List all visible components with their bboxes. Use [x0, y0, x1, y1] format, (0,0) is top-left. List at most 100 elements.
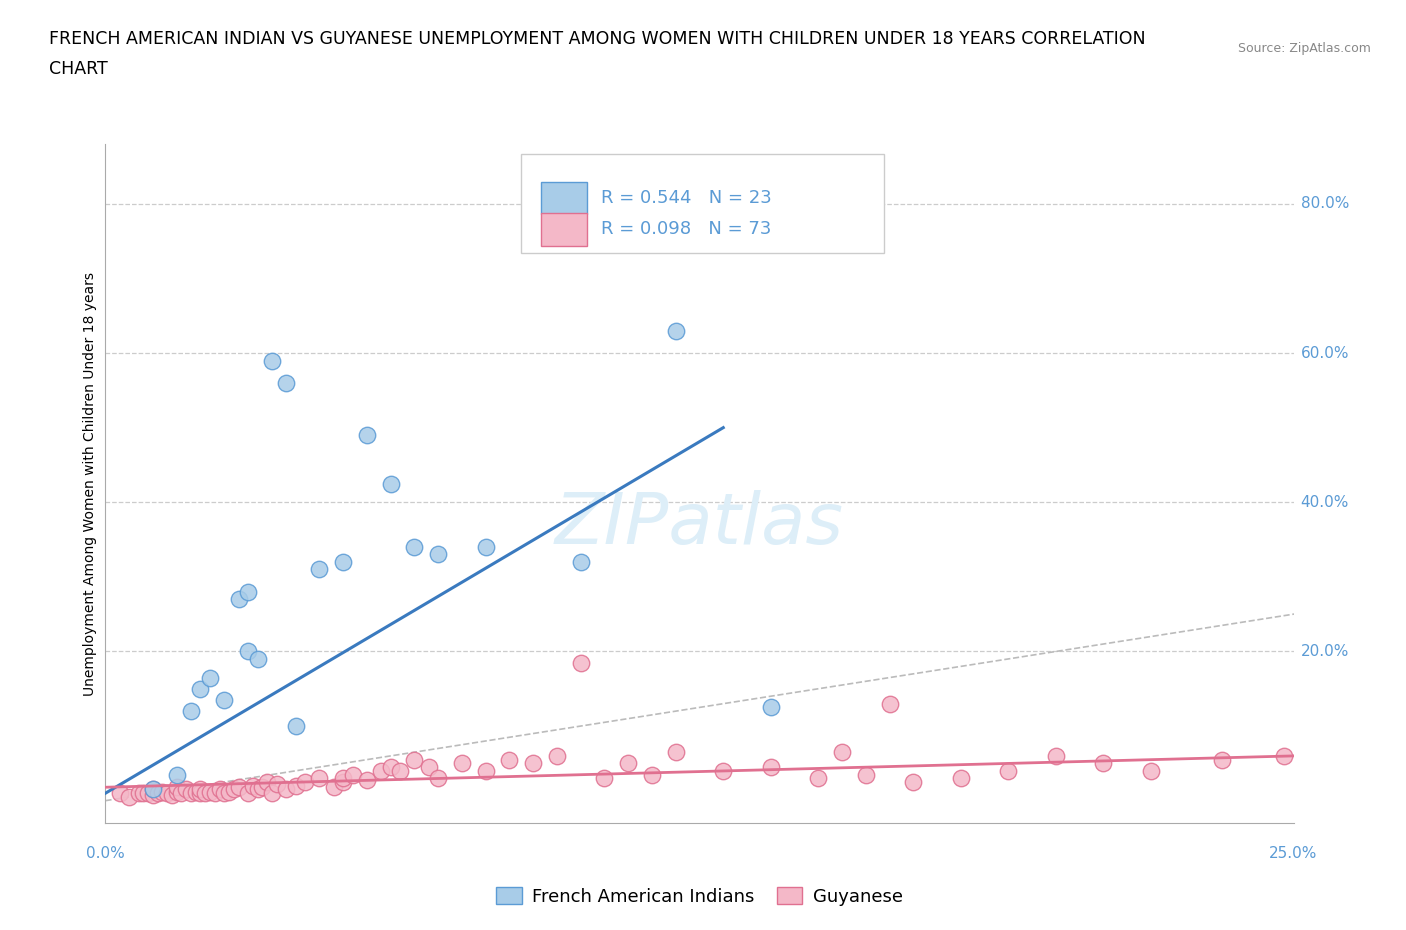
Point: [214, 693, 236, 708]
Point: [214, 786, 236, 801]
Point: [807, 771, 830, 786]
Point: [427, 547, 450, 562]
Point: [332, 771, 354, 786]
Point: [759, 760, 782, 775]
Legend: French American Indians, Guyanese: French American Indians, Guyanese: [489, 880, 910, 913]
Point: [284, 778, 307, 793]
Point: [380, 476, 402, 491]
Text: CHART: CHART: [49, 60, 108, 78]
Point: [450, 756, 472, 771]
Point: [228, 591, 250, 606]
Point: [617, 756, 640, 771]
Point: [236, 644, 259, 658]
Point: [356, 428, 378, 443]
Point: [142, 788, 165, 803]
Point: [198, 671, 221, 685]
Point: [427, 771, 450, 786]
Text: 0.0%: 0.0%: [86, 846, 125, 861]
Point: [222, 782, 245, 797]
Point: [546, 749, 568, 764]
Point: [208, 782, 231, 797]
Point: [260, 786, 283, 801]
Point: [236, 786, 259, 801]
Point: [1092, 756, 1115, 771]
Point: [118, 790, 141, 804]
Point: [404, 539, 426, 554]
Point: [665, 324, 688, 339]
Point: [204, 786, 226, 801]
Point: [166, 779, 188, 794]
Point: [308, 771, 330, 786]
Point: [198, 784, 221, 799]
Point: [711, 764, 734, 778]
Point: [903, 775, 925, 790]
Point: [132, 786, 155, 801]
Point: [308, 562, 330, 577]
Point: [242, 778, 264, 793]
Point: [152, 784, 174, 799]
Point: [160, 788, 183, 803]
Text: FRENCH AMERICAN INDIAN VS GUYANESE UNEMPLOYMENT AMONG WOMEN WITH CHILDREN UNDER : FRENCH AMERICAN INDIAN VS GUYANESE UNEMP…: [49, 30, 1146, 47]
Point: [949, 771, 972, 786]
Point: [641, 767, 664, 782]
Point: [146, 786, 169, 801]
Point: [569, 656, 592, 671]
Text: R = 0.544   N = 23: R = 0.544 N = 23: [600, 189, 772, 207]
Point: [174, 782, 197, 797]
Point: [284, 719, 307, 734]
Point: [474, 539, 496, 554]
Point: [1140, 764, 1163, 778]
Text: 60.0%: 60.0%: [1301, 346, 1348, 361]
Point: [184, 784, 207, 799]
Point: [180, 704, 202, 719]
Point: [246, 652, 269, 667]
Point: [252, 779, 274, 794]
Point: [166, 784, 188, 799]
Text: 40.0%: 40.0%: [1301, 495, 1348, 510]
Point: [274, 376, 297, 391]
Point: [256, 775, 278, 790]
Text: 25.0%: 25.0%: [1270, 846, 1317, 861]
Point: [236, 584, 259, 599]
Point: [228, 779, 250, 794]
FancyBboxPatch shape: [541, 213, 586, 246]
Point: [322, 779, 344, 794]
Point: [136, 786, 159, 801]
Point: [218, 784, 240, 799]
Point: [418, 760, 440, 775]
Point: [294, 775, 316, 790]
Point: [498, 752, 520, 767]
Point: [180, 786, 202, 801]
Text: R = 0.098   N = 73: R = 0.098 N = 73: [600, 220, 772, 238]
FancyBboxPatch shape: [522, 154, 883, 253]
Text: ZIPatlas: ZIPatlas: [555, 490, 844, 559]
Point: [593, 771, 616, 786]
Point: [522, 756, 544, 771]
Point: [342, 767, 364, 782]
Point: [190, 786, 212, 801]
Point: [266, 777, 288, 791]
Point: [855, 767, 877, 782]
Point: [194, 786, 217, 801]
Point: [1272, 749, 1295, 764]
Point: [190, 782, 212, 797]
Point: [128, 786, 150, 801]
Point: [156, 786, 179, 801]
Point: [332, 775, 354, 790]
Point: [356, 772, 378, 787]
Point: [1211, 752, 1233, 767]
Point: [274, 782, 297, 797]
Text: Source: ZipAtlas.com: Source: ZipAtlas.com: [1237, 42, 1371, 55]
Point: [166, 767, 188, 782]
Point: [389, 764, 412, 778]
Point: [246, 782, 269, 797]
Point: [370, 764, 392, 778]
Point: [831, 745, 853, 760]
Point: [569, 554, 592, 569]
Point: [380, 760, 402, 775]
Point: [260, 353, 283, 368]
Point: [665, 745, 688, 760]
Point: [142, 782, 165, 797]
Y-axis label: Unemployment Among Women with Children Under 18 years: Unemployment Among Women with Children U…: [83, 272, 97, 696]
Point: [759, 700, 782, 715]
